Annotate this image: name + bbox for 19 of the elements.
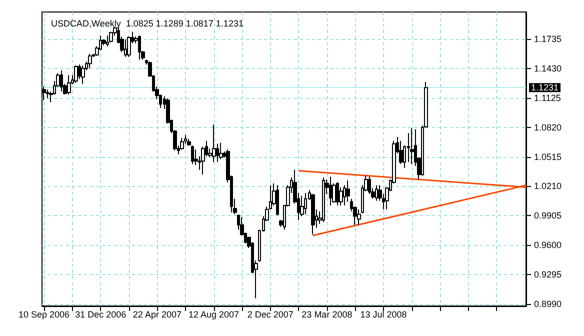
ref-line-label: 1.1231 [531,82,559,93]
x-tick-label: 13 Jul 2008 [360,310,407,320]
y-tick-label: 0.9295 [534,270,562,280]
y-tick-label: 0.9905 [534,210,562,221]
y-tick-label: 1.0515 [534,152,562,162]
y-tick-label: 1.1125 [534,92,561,103]
x-tick-label: 2 Dec 2007 [247,310,294,320]
x-tick-label: 12 Aug 2007 [188,310,240,320]
x-tick-label: 10 Sep 2006 [18,310,70,320]
y-tick-label: 1.0820 [534,122,562,132]
x-tick-label: 31 Dec 2006 [75,310,126,320]
x-tick-label: 23 Mar 2008 [302,310,352,320]
x-tick-label: 22 Apr 2007 [132,310,182,320]
y-tick-label: 1.1735 [534,34,562,44]
y-tick-label: 0.9600 [534,240,562,250]
y-tick-label: 1.1430 [534,63,562,74]
y-tick-label: 1.0210 [534,181,562,192]
y-tick-label: 0.8990 [534,299,562,310]
text: USDCAD,Weekly 1.0825 1.1289 1.0817 1.1231 [51,18,244,28]
